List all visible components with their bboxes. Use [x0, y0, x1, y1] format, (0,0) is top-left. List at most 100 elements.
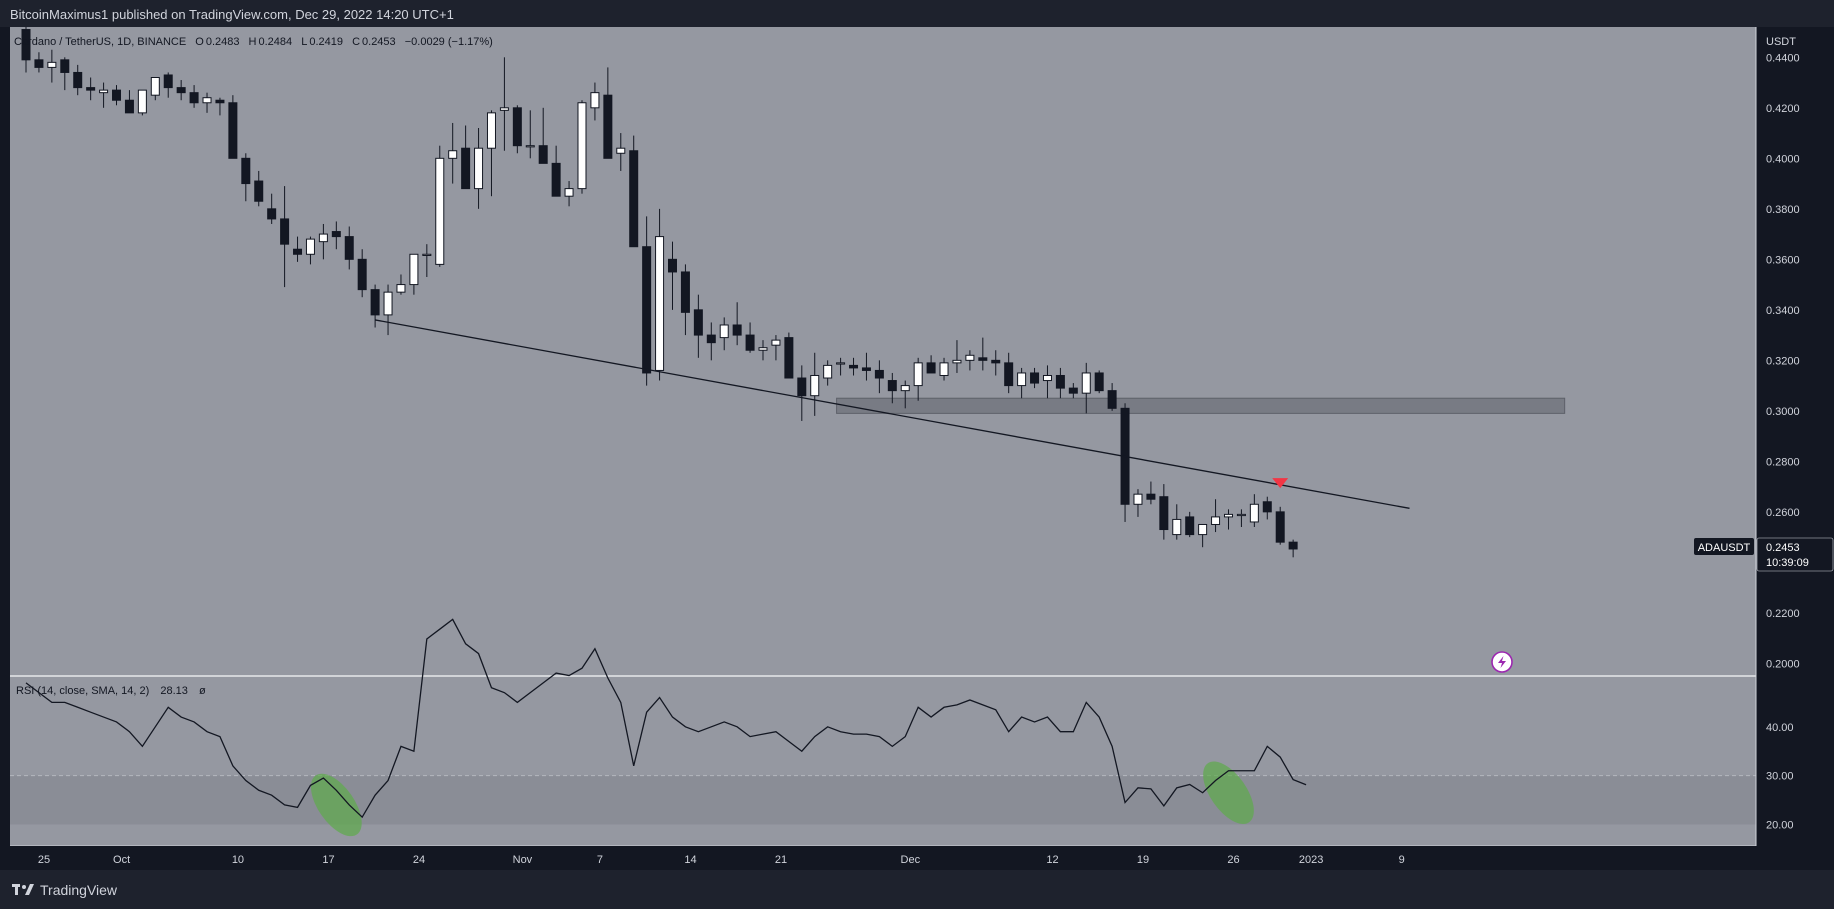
candle-body: [293, 248, 303, 255]
candle-body: [1275, 511, 1285, 543]
last-price-value: 0.2453: [1766, 542, 1800, 554]
candle-body: [1094, 372, 1104, 392]
candle-body: [267, 208, 277, 220]
candle-body: [758, 347, 768, 351]
left-gutter: [0, 27, 10, 846]
price-tick-label: 0.2600: [1766, 507, 1800, 519]
candle-body: [551, 162, 561, 197]
change-value: −0.0029 (−1.17%): [405, 36, 493, 48]
candle-body: [112, 89, 122, 101]
time-tick-label: Nov: [513, 854, 533, 866]
candle-body: [1081, 372, 1091, 394]
candle-body: [1249, 503, 1259, 523]
high-value: 0.2484: [259, 36, 293, 48]
candle-body: [913, 362, 923, 387]
candle-body: [655, 236, 665, 371]
candle-body: [228, 102, 238, 159]
candle-body: [616, 147, 626, 154]
candle-body: [668, 258, 677, 273]
candle-body: [486, 112, 496, 149]
candle-body: [991, 359, 1001, 364]
candle-body: [629, 150, 639, 248]
low-value: 0.2419: [309, 36, 343, 48]
candle-body: [939, 362, 949, 376]
candle-body: [965, 354, 975, 361]
tradingview-brand[interactable]: TradingView: [12, 882, 117, 898]
candle-body: [124, 99, 134, 114]
candle-body: [357, 258, 367, 291]
rsi-line: [25, 618, 1307, 819]
candle-body: [693, 309, 703, 336]
candle-body: [590, 92, 600, 109]
symbol-name[interactable]: Cardano / TetherUS, 1D, BINANCE: [14, 36, 186, 48]
candle-body: [797, 377, 807, 397]
candle-body: [254, 180, 264, 202]
candle-body: [745, 334, 755, 351]
descending-trendline[interactable]: [374, 319, 1410, 509]
tradingview-logo-icon: [12, 884, 34, 895]
rsi-settings-icon: ø: [199, 685, 206, 697]
time-tick-label: 10: [232, 854, 244, 866]
brand-name: TradingView: [40, 882, 118, 898]
candle-body: [318, 233, 328, 243]
rsi-highlights-group: [310, 761, 1254, 837]
candle-body: [499, 107, 509, 111]
candle-body: [305, 238, 315, 255]
price-axis-background[interactable]: [1756, 27, 1834, 870]
time-ticks-group: 25 Oct 10 17 24 Nov 7 14 21 Dec 12 19 26 2023 9: [38, 854, 1405, 866]
candle-body: [836, 362, 846, 365]
chart-area[interactable]: 0.4400 0.4200 0.4000 0.3800 0.3600 0.3400 0.32…: [0, 27, 1834, 870]
candle-body: [241, 157, 251, 185]
rsi-tick-label: 30.00: [1766, 771, 1794, 783]
candle-body: [1262, 501, 1272, 513]
candle-body: [163, 74, 173, 89]
low-label: L: [301, 36, 307, 48]
candle-body: [189, 92, 199, 104]
rsi-tick-label: 20.00: [1766, 819, 1794, 831]
candle-body: [784, 337, 794, 379]
rsi-band: [10, 775, 1756, 825]
symbol-tag-background: [1694, 538, 1754, 555]
candle-body: [396, 284, 406, 293]
price-tick-label: 0.2000: [1766, 658, 1800, 670]
price-tick-label: 0.4200: [1766, 103, 1800, 115]
candle-body: [771, 339, 781, 346]
candle-body: [1159, 496, 1169, 531]
time-tick-label: 25: [38, 854, 50, 866]
candle-body: [435, 157, 445, 265]
time-tick-label: 17: [322, 854, 334, 866]
time-tick-label: 12: [1046, 854, 1058, 866]
candle-body: [810, 374, 820, 397]
time-axis-background[interactable]: [0, 846, 1756, 870]
last-price-tag[interactable]: ADAUSDT 0.2453 10:39:09: [1694, 537, 1834, 572]
price-tick-label: 0.3600: [1766, 254, 1800, 266]
price-ticks-group: 0.4400 0.4200 0.4000 0.3800 0.3600 0.3400 0.32…: [1766, 52, 1800, 670]
high-label: H: [249, 36, 257, 48]
candle-body: [1172, 518, 1182, 536]
support-zone[interactable]: [836, 397, 1566, 414]
candle-body: [952, 359, 962, 364]
lightning-icon[interactable]: [1491, 651, 1513, 673]
rsi-indicator-label[interactable]: RSI (14, close, SMA, 14, 2): [16, 685, 149, 697]
candle-body: [176, 87, 186, 94]
candle-body: [280, 218, 290, 245]
candle-body: [422, 253, 432, 256]
candle-body: [732, 324, 742, 336]
candle-body: [823, 364, 833, 379]
candle-body: [719, 324, 729, 339]
candle-body: [150, 77, 160, 96]
candle-body: [1185, 516, 1195, 536]
candle-body: [512, 107, 522, 147]
candle-body: [525, 145, 535, 148]
price-plot-background: [10, 27, 1756, 676]
candle-body: [73, 71, 83, 89]
candle-body: [474, 147, 484, 190]
chart-legend: Cardano / TetherUS, 1D, BINANCE O 0.2483 …: [14, 36, 493, 48]
candle-body: [1068, 387, 1078, 394]
time-tick-label: 26: [1227, 854, 1239, 866]
red-down-arrow-icon: [1272, 478, 1289, 489]
close-label: C: [352, 36, 360, 48]
price-tick-label: 0.3200: [1766, 355, 1800, 367]
candle-body: [331, 231, 341, 238]
price-tick-label: 0.2800: [1766, 456, 1800, 468]
